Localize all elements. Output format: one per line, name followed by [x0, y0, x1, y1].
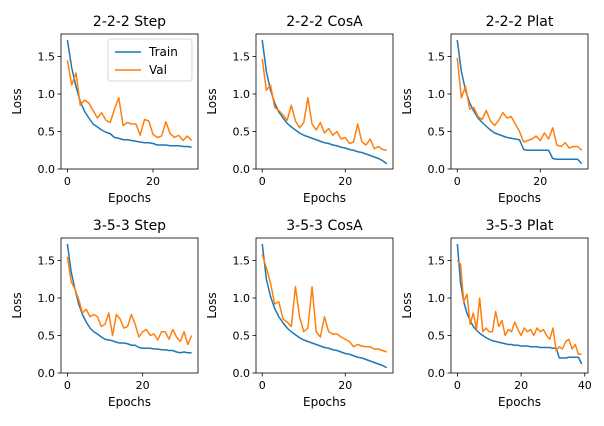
y-tick-label: 0.5: [38, 330, 56, 343]
y-axis-label: Loss: [205, 88, 219, 114]
x-tick-label: 20: [533, 175, 547, 188]
y-tick-label: 0.5: [233, 330, 251, 343]
x-tick-label: 20: [338, 379, 352, 392]
y-tick-label: 0.5: [428, 126, 446, 139]
panel-title: 2-2-2 CosA: [286, 14, 363, 30]
x-tick-label: 0: [64, 379, 71, 392]
y-tick-label: 1.5: [233, 51, 251, 64]
y-tick-label: 0.0: [38, 163, 56, 176]
series-line-val: [66, 60, 193, 142]
series-line-train: [66, 243, 192, 354]
panel-4: 3-5-3 Step 0 20 0.0 0.5 1.0 1.5 Epochs Loss: [10, 218, 199, 409]
axes-frame: [60, 237, 199, 374]
legend: Train Val: [107, 38, 193, 82]
y-axis-label: Loss: [10, 292, 24, 318]
x-axis-label: Epochs: [108, 191, 151, 205]
y-axis-label: Loss: [400, 88, 414, 114]
axes-frame: [450, 237, 589, 374]
x-tick-label: 0: [64, 175, 71, 188]
y-tick-label: 1.0: [38, 88, 56, 101]
x-tick-label: 0: [259, 175, 266, 188]
y-tick-label: 1.5: [428, 255, 446, 268]
panel-title: 2-2-2 Step: [93, 14, 166, 30]
y-tick-label: 1.5: [233, 255, 251, 268]
series-line-val: [66, 256, 193, 346]
series-line-val: [261, 58, 387, 151]
x-tick-label: 0: [259, 379, 266, 392]
series-line-train: [66, 39, 192, 148]
panel-title: 3-5-3 CosA: [286, 218, 363, 234]
y-tick-label: 0.5: [38, 126, 56, 139]
axes-frame: [450, 33, 589, 170]
x-axis-label: Epochs: [108, 395, 151, 409]
y-tick-label: 0.0: [428, 367, 446, 380]
series-line-val: [456, 260, 582, 355]
x-tick-label: 0: [454, 379, 461, 392]
y-axis-label: Loss: [205, 292, 219, 318]
y-tick-label: 0.0: [428, 163, 446, 176]
panel-1: 2-2-2 Step 0 20 0.0 0.5 1.0 1.5 Epochs Loss Train…: [10, 14, 199, 205]
series-line-train: [456, 39, 583, 165]
y-tick-label: 1.0: [428, 88, 446, 101]
panel-3: 2-2-2 Plat 0 20 0.0 0.5 1.0 1.5 Epochs Loss: [400, 14, 589, 205]
panel-title: 2-2-2 Plat: [486, 14, 554, 30]
series-line-val: [261, 254, 388, 353]
x-axis-label: Epochs: [303, 395, 346, 409]
y-tick-label: 1.0: [38, 292, 56, 305]
series-line-train: [456, 243, 583, 365]
x-tick-label: 0: [454, 175, 461, 188]
y-axis-label: Loss: [10, 88, 24, 114]
y-tick-label: 0.0: [38, 367, 56, 380]
panel-5: 3-5-3 CosA 0 20 0.0 0.5 1.0 1.5 Epochs Loss: [205, 218, 394, 409]
series-line-val: [456, 57, 583, 151]
y-tick-label: 0.0: [233, 367, 251, 380]
y-tick-label: 1.0: [428, 292, 446, 305]
axes-frame: [255, 33, 394, 170]
panel-title: 3-5-3 Plat: [486, 218, 554, 234]
y-tick-label: 0.5: [233, 126, 251, 139]
y-tick-label: 0.0: [233, 163, 251, 176]
legend-label-val: Val: [149, 63, 167, 77]
x-axis-label: Epochs: [303, 191, 346, 205]
x-tick-label: 20: [146, 175, 160, 188]
axes-frame: [255, 237, 394, 374]
x-tick-label: 20: [338, 175, 352, 188]
y-axis-label: Loss: [400, 292, 414, 318]
x-tick-label: 20: [514, 379, 528, 392]
y-tick-label: 1.0: [233, 88, 251, 101]
series-line-train: [261, 39, 388, 165]
series-line-train: [261, 243, 388, 369]
y-tick-label: 1.5: [428, 51, 446, 64]
panel-title: 3-5-3 Step: [93, 218, 166, 234]
y-tick-label: 0.5: [428, 330, 446, 343]
panel-2: 2-2-2 CosA 0 20 0.0 0.5 1.0 1.5 Epochs Loss: [205, 14, 394, 205]
axes-frame: [60, 33, 199, 170]
x-tick-label: 40: [578, 379, 592, 392]
legend-label-train: Train: [148, 45, 178, 59]
x-tick-label: 20: [136, 379, 150, 392]
panel-6: 3-5-3 Plat 0 20 40 0.0 0.5 1.0 1.5 Epochs Loss: [400, 218, 592, 409]
y-tick-label: 1.5: [38, 51, 56, 64]
x-axis-label: Epochs: [498, 191, 541, 205]
y-tick-label: 1.5: [38, 255, 56, 268]
x-axis-label: Epochs: [498, 395, 541, 409]
y-tick-label: 1.0: [233, 292, 251, 305]
